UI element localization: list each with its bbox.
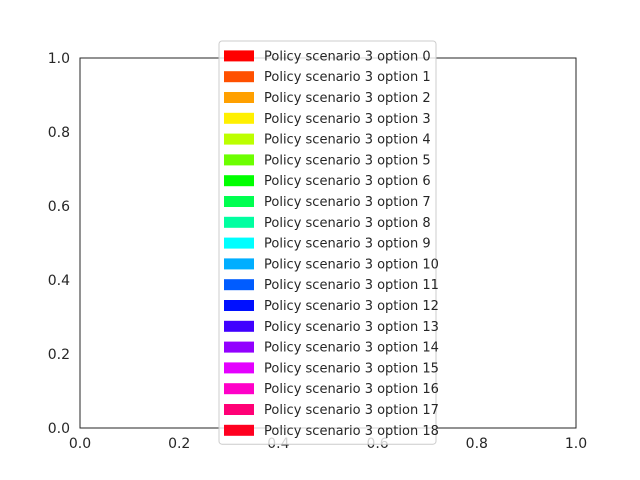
legend-item: Policy scenario 3 option 7 [224,195,431,210]
y-tick-label: 0.6 [48,199,70,215]
legend-swatch [224,71,254,83]
legend-label: Policy scenario 3 option 8 [264,216,431,231]
legend-swatch [224,112,254,124]
legend-swatch [224,216,254,228]
legend-swatch [224,341,254,353]
legend-label: Policy scenario 3 option 10 [264,257,439,272]
x-tick-label: 0.2 [168,436,190,452]
legend-label: Policy scenario 3 option 15 [264,361,439,376]
legend-label: Policy scenario 3 option 3 [264,112,431,127]
legend-swatch [224,175,254,187]
legend-swatch [224,404,254,415]
legend-label: Policy scenario 3 option 14 [264,341,439,356]
legend-swatch [224,50,254,62]
legend-item: Policy scenario 3 option 8 [224,216,431,231]
legend-swatch [224,258,254,270]
legend-item: Policy scenario 3 option 16 [224,382,439,397]
legend-label: Policy scenario 3 option 16 [264,382,439,397]
y-tick-label: 0.8 [48,125,70,141]
y-tick-label: 1.0 [48,51,70,67]
legend-swatch [224,154,254,166]
legend-swatch [224,237,254,249]
y-tick-label: 0.2 [48,347,70,363]
legend-label: Policy scenario 3 option 11 [264,278,439,293]
x-tick-label: 1.0 [565,436,587,452]
legend-item: Policy scenario 3 option 5 [224,153,431,168]
legend-swatch [224,300,254,311]
legend-frame [218,40,437,445]
legend-item: Policy scenario 3 option 1 [224,70,431,85]
legend-swatch [224,133,254,145]
legend-label: Policy scenario 3 option 9 [264,237,431,252]
legend-label: Policy scenario 3 option 18 [264,424,439,439]
legend-swatch [224,383,254,395]
legend-item: Policy scenario 3 option 10 [224,257,439,272]
legend-label: Policy scenario 3 option 17 [264,403,439,418]
legend-swatch [224,92,254,103]
legend-label: Policy scenario 3 option 7 [264,195,431,210]
legend-item: Policy scenario 3 option 3 [224,112,431,127]
legend-item: Policy scenario 3 option 13 [224,320,439,335]
legend-label: Policy scenario 3 option 1 [264,70,431,85]
legend-swatch [224,196,254,207]
legend-item: Policy scenario 3 option 12 [224,299,439,314]
legend-label: Policy scenario 3 option 2 [264,91,431,106]
legend-item: Policy scenario 3 option 15 [224,361,439,376]
legend-item: Policy scenario 3 option 14 [224,341,439,356]
y-axis-ticks: 0.0 0.2 0.4 0.6 0.8 1.0 [48,51,70,437]
legend-item: Policy scenario 3 option 11 [224,278,439,293]
x-tick-label: 0.8 [466,436,488,452]
legend-swatch [224,424,254,436]
legend-item: Policy scenario 3 option 4 [224,133,431,148]
legend-label: Policy scenario 3 option 0 [264,49,431,64]
legend-label: Policy scenario 3 option 13 [264,320,439,335]
legend-label: Policy scenario 3 option 4 [264,133,431,148]
legend-swatch [224,320,254,332]
legend-item: Policy scenario 3 option 9 [224,237,431,252]
legend-label: Policy scenario 3 option 6 [264,174,431,189]
x-tick-label: 0.0 [69,436,91,452]
legend-swatch [224,362,254,374]
legend-label: Policy scenario 3 option 5 [264,153,431,168]
y-tick-label: 0.0 [48,421,70,437]
legend-item: Policy scenario 3 option 17 [224,403,439,418]
legend-label: Policy scenario 3 option 12 [264,299,439,314]
legend-item: Policy scenario 3 option 0 [224,49,431,64]
legend: Policy scenario 3 option 0 Policy scenari… [218,40,439,445]
legend-item: Policy scenario 3 option 6 [224,174,431,189]
legend-swatch [224,279,254,291]
legend-item: Policy scenario 3 option 2 [224,91,431,106]
legend-item: Policy scenario 3 option 18 [224,424,439,439]
y-tick-label: 0.4 [48,273,70,289]
